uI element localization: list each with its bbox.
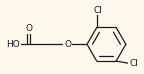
Text: O: O [25,24,32,33]
Text: O: O [64,40,71,49]
Text: Cl: Cl [93,5,102,15]
Text: Cl: Cl [129,59,138,69]
Text: HO: HO [6,40,20,49]
